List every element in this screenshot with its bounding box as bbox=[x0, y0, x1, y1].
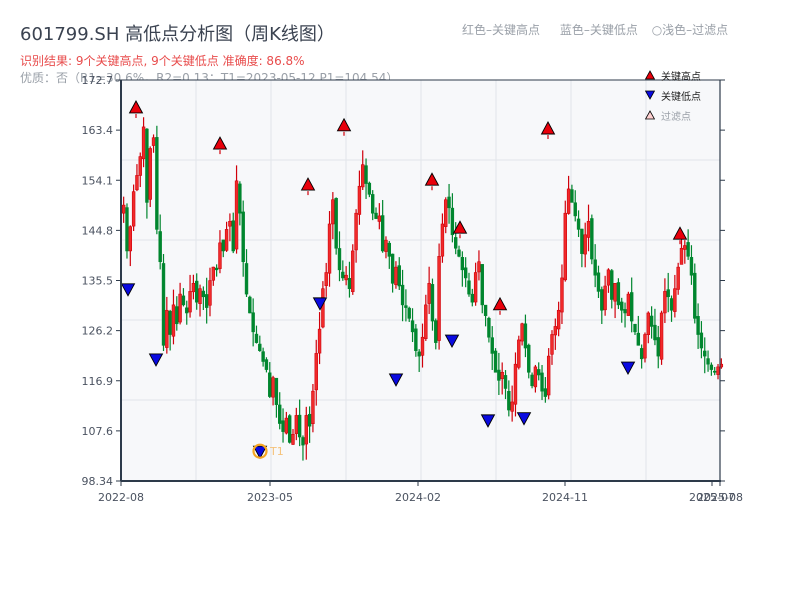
chart-title: 601799.SH 高低点分析图（周K线图） bbox=[20, 24, 335, 45]
blue-triangle-down-icon bbox=[645, 90, 655, 100]
y-tick-label: 98.34 bbox=[82, 475, 114, 488]
key-high-marker bbox=[540, 121, 556, 135]
color-key-blue: 蓝色–关键低点 bbox=[559, 23, 638, 37]
axes: 172.7 163.4 154.1 144.8 135.5 126.2 116.9 107.6… bbox=[82, 74, 743, 504]
key-low-marker bbox=[620, 361, 636, 375]
color-key: 红色–关键高点 蓝色–关键低点 ○浅色–过滤点 bbox=[462, 21, 738, 38]
red-triangle-up-icon bbox=[645, 70, 655, 80]
y-tick-label: 163.4 bbox=[82, 124, 114, 137]
legend-item-filtered: 过滤点 bbox=[645, 105, 701, 125]
legend-item-key-high: 关键高点 bbox=[645, 65, 701, 85]
x-tick-label: 2023-05 bbox=[247, 491, 293, 504]
key-high-marker bbox=[424, 172, 440, 186]
legend-item-key-low: 关键低点 bbox=[645, 85, 701, 105]
key-low-marker bbox=[444, 334, 460, 349]
y-tick-label: 154.1 bbox=[82, 174, 114, 187]
y-tick-label: 135.5 bbox=[82, 275, 114, 288]
result-summary: 识别结果: 9个关键高点, 9个关键低点 准确度: 86.8% bbox=[20, 54, 305, 68]
key-high-marker bbox=[336, 117, 352, 132]
color-key-light: ○浅色–过滤点 bbox=[651, 23, 729, 37]
y-tick-label: 126.2 bbox=[82, 325, 114, 338]
y-tick-label: 172.7 bbox=[82, 74, 114, 87]
x-tick-label: 2025-08 bbox=[697, 491, 743, 504]
x-tick-label: 2022-08 bbox=[98, 491, 144, 504]
key-high-marker bbox=[128, 100, 144, 114]
key-low-marker bbox=[312, 297, 328, 311]
key-high-marker bbox=[492, 296, 508, 311]
key-low-marker bbox=[148, 353, 164, 367]
candles bbox=[121, 117, 724, 461]
pivot-markers: T1 bbox=[120, 100, 688, 460]
t1-label: T1 bbox=[269, 445, 284, 458]
key-high-marker bbox=[452, 220, 468, 234]
x-tick-label: 2024-02 bbox=[395, 491, 441, 504]
hollow-triangle-up-icon bbox=[645, 110, 655, 120]
key-low-marker bbox=[120, 283, 136, 297]
y-tick-label: 107.6 bbox=[82, 425, 114, 438]
key-high-marker bbox=[672, 226, 688, 240]
color-key-red: 红色–关键高点 bbox=[462, 23, 541, 37]
x-tick-label: 2024-11 bbox=[542, 491, 588, 504]
chart-legend: 关键高点 关键低点 过滤点 bbox=[645, 65, 701, 125]
t1-ring bbox=[252, 443, 268, 459]
key-low-marker bbox=[480, 414, 496, 428]
y-tick-label: 116.9 bbox=[82, 375, 114, 388]
key-low-marker bbox=[388, 373, 404, 387]
key-high-marker bbox=[300, 177, 316, 191]
gridlines bbox=[121, 80, 720, 481]
y-tick-label: 144.8 bbox=[82, 224, 114, 237]
key-low-marker bbox=[252, 445, 268, 460]
key-high-marker bbox=[212, 136, 228, 150]
key-low-marker bbox=[516, 412, 532, 426]
x-tick-label: 2025-07 bbox=[689, 491, 735, 504]
